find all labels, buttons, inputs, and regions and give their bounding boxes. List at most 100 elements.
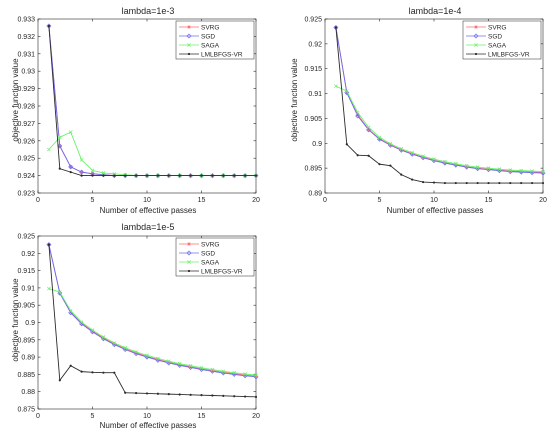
x-tick-label: 20 [252, 197, 260, 204]
data-point-sgd [518, 169, 524, 175]
y-tick-label: 0.925 [17, 234, 35, 241]
legend-label-svrg: SVRG [488, 25, 506, 32]
y-tick-label: 0.89 [21, 355, 35, 362]
y-axis-label: objective function value [11, 278, 20, 362]
data-point-saga [145, 353, 149, 358]
data-point-svrg [497, 168, 502, 172]
data-point-saga [199, 365, 204, 370]
y-tick-label: 0.926 [17, 138, 35, 145]
data-point-sgd [79, 169, 85, 175]
data-point-saga [101, 171, 106, 175]
data-point-svrg [475, 166, 480, 170]
data-point-sgd [166, 173, 172, 179]
data-point-svrg [421, 155, 425, 160]
data-point-sgd [177, 173, 183, 179]
y-tick-label: 0.925 [17, 156, 35, 163]
x-tick-label: 15 [198, 413, 206, 420]
data-point-lmlbfgs-vr [80, 174, 83, 177]
panel-title: lambda=1e-5 [122, 222, 175, 232]
data-point-saga [188, 363, 193, 368]
legend: SVRG SGD SAGA LMLBFGS-VR [462, 20, 542, 60]
data-point-lmlbfgs-vr [135, 391, 138, 395]
data-point-sgd [133, 173, 139, 179]
data-point-lmlbfgs-vr [47, 243, 51, 246]
data-point-lmlbfgs-vr [389, 164, 392, 167]
data-point-lmlbfgs-vr [367, 154, 370, 157]
legend-marker-sgd [473, 33, 479, 39]
y-tick-label: 0.91 [21, 285, 35, 292]
panel-lambda-1e-3: lambda=1e-3 Number of effective passes o… [11, 6, 260, 215]
x-tick-label: 10 [430, 197, 438, 204]
data-point-svrg [188, 364, 193, 369]
series-line-lmlbfgs-vr [335, 27, 543, 184]
x-tick-label: 15 [198, 197, 206, 204]
data-point-saga [432, 157, 436, 162]
y-tick-label: 0.931 [17, 51, 35, 58]
data-point-lmlbfgs-vr [432, 181, 436, 184]
data-point-svrg [79, 321, 84, 325]
data-point-sgd [540, 170, 546, 176]
data-point-sgd [496, 168, 502, 174]
y-tick-label: 0.91 [308, 91, 322, 98]
legend-marker-lmlbfgs-vr [187, 269, 191, 273]
y-tick-label: 0.9 [312, 141, 322, 148]
panel-title: lambda=1e-3 [122, 6, 175, 16]
legend-label-lmlbfgs-vr: LMLBFGS-VR [201, 52, 243, 59]
data-point-svrg [177, 362, 182, 367]
legend-marker-lmlbfgs-vr [474, 52, 478, 56]
x-axis-label: Number of effective passes [387, 206, 484, 215]
data-point-lmlbfgs-vr [509, 181, 512, 185]
legend-marker-svrg [474, 25, 478, 29]
data-point-lmlbfgs-vr [454, 181, 457, 185]
data-point-lmlbfgs-vr [211, 174, 214, 177]
data-point-sgd [68, 164, 74, 170]
data-point-svrg [508, 169, 513, 173]
data-point-lmlbfgs-vr [189, 174, 192, 177]
data-point-svrg [232, 371, 236, 376]
data-point-saga [399, 146, 404, 151]
data-point-saga [497, 167, 502, 171]
data-point-svrg [123, 346, 127, 351]
data-point-lmlbfgs-vr [145, 392, 149, 395]
data-point-svrg [399, 147, 404, 152]
plot-marks: 0 5 10 15 20 0.89 0.895 0.9 0.905 0.91 0.915 0.92 0.… [304, 17, 547, 205]
data-point-saga [112, 341, 117, 345]
panel-lambda-1e-5: lambda=1e-5 Number of effective passes o… [11, 222, 260, 430]
data-point-sgd [464, 164, 470, 170]
data-point-sgd [486, 167, 491, 173]
x-axis-label: Number of effective passes [100, 421, 197, 430]
data-point-svrg [134, 351, 138, 355]
data-point-lmlbfgs-vr [233, 174, 236, 177]
data-point-saga [443, 159, 447, 164]
y-tick-label: 0.905 [304, 116, 322, 123]
data-point-svrg [210, 368, 215, 373]
data-point-saga [79, 320, 84, 325]
legend-label-saga: SAGA [201, 260, 220, 267]
data-point-lmlbfgs-vr [244, 174, 247, 177]
data-point-saga [475, 165, 480, 169]
data-point-sgd [199, 173, 204, 179]
x-axis-label: Number of effective passes [100, 206, 197, 215]
data-point-lmlbfgs-vr [233, 395, 236, 398]
data-point-lmlbfgs-vr [498, 181, 501, 185]
data-point-sgd [209, 173, 215, 179]
data-point-lmlbfgs-vr [222, 394, 225, 397]
data-point-lmlbfgs-vr [167, 393, 170, 396]
data-point-svrg [199, 367, 204, 371]
data-point-lmlbfgs-vr [356, 154, 359, 157]
y-tick-label: 0.933 [17, 17, 35, 24]
data-point-lmlbfgs-vr [58, 379, 61, 382]
data-point-lmlbfgs-vr [91, 174, 94, 177]
data-point-saga [68, 130, 73, 134]
data-point-sgd [355, 113, 361, 119]
y-tick-label: 0.915 [17, 268, 35, 275]
data-point-sgd [344, 90, 350, 96]
y-tick-label: 0.932 [17, 34, 35, 41]
data-point-lmlbfgs-vr [487, 181, 490, 185]
data-point-lmlbfgs-vr [80, 370, 83, 373]
data-point-lmlbfgs-vr [465, 181, 468, 185]
plot-marks: 0 5 10 15 20 0.923 0.924 0.925 0.926 0.927 0.928 0.… [17, 17, 260, 205]
data-point-sgd [242, 173, 248, 179]
x-tick-label: 5 [378, 197, 382, 204]
